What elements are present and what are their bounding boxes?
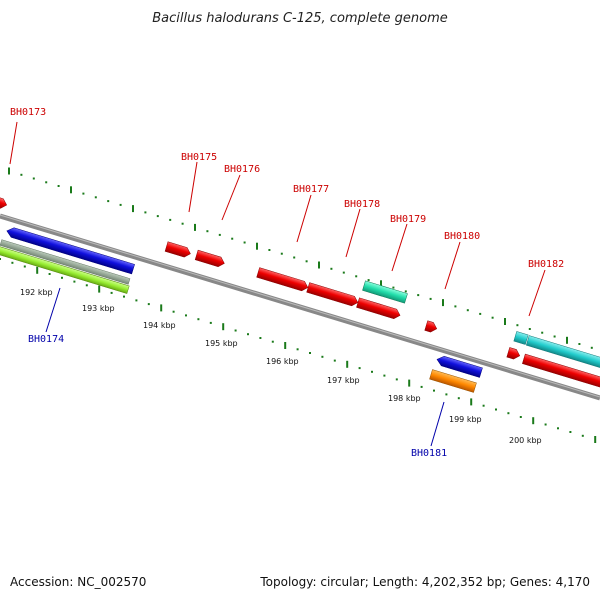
feature-BH0181[interactable]	[436, 355, 483, 378]
feature-BH0174[interactable]	[5, 226, 135, 275]
scale-label: 198 kbp	[388, 394, 421, 403]
lower-scale-track	[0, 258, 597, 443]
gene-label-BH0180[interactable]: BH0180	[444, 231, 480, 242]
scale-labels: 192 kbp 193 kbp 194 kbp 195 kbp 196 kbp …	[20, 288, 542, 445]
gene-label-BH0173[interactable]: BH0173	[10, 107, 46, 118]
scale-label: 200 kbp	[509, 436, 542, 445]
feature-BH0173[interactable]	[0, 195, 8, 210]
gene-label-BH0176[interactable]: BH0176	[224, 164, 260, 175]
scale-label: 197 kbp	[327, 376, 360, 385]
feature-BH0177[interactable]	[256, 267, 310, 293]
feature-BH0178-b[interactable]	[356, 297, 401, 320]
upper-scale-track	[8, 167, 593, 349]
gene-label-BH0179[interactable]: BH0179	[390, 214, 426, 225]
genome-backbone	[0, 213, 600, 401]
forward-strand-features	[0, 195, 600, 389]
feature-BH0182-red-a[interactable]	[506, 347, 521, 360]
scale-label: 195 kbp	[205, 339, 238, 348]
feature-BH0179[interactable]	[362, 280, 408, 304]
label-leaders	[9, 121, 546, 447]
accession-text: Accession: NC_002570	[10, 575, 146, 589]
feature-BH0174-green	[0, 246, 130, 294]
feature-BH0182-cyan-b[interactable]	[525, 335, 600, 369]
feature-BH0178[interactable]	[306, 282, 360, 308]
scale-label: 196 kbp	[266, 357, 299, 366]
reverse-strand-features	[0, 226, 483, 393]
scale-label: 193 kbp	[82, 304, 115, 313]
gene-label-BH0174[interactable]: BH0174	[28, 334, 64, 345]
gene-label-BH0181[interactable]: BH0181	[411, 448, 447, 459]
scale-label: 194 kbp	[143, 321, 176, 330]
gene-labels: BH0173 BH0174 BH0175 BH0176 BH0177 BH017…	[10, 107, 564, 459]
scale-label: 192 kbp	[20, 288, 53, 297]
feature-BH0181-orange	[429, 369, 477, 393]
map-title: Bacillus halodurans C-125, complete geno…	[152, 11, 448, 26]
gene-label-BH0177[interactable]: BH0177	[293, 184, 329, 195]
genome-summary-text: Topology: circular; Length: 4,202,352 bp…	[259, 575, 590, 589]
scale-label: 199 kbp	[449, 415, 482, 424]
feature-BH0175[interactable]	[164, 241, 192, 259]
gene-label-BH0178[interactable]: BH0178	[344, 199, 380, 210]
feature-BH0180[interactable]	[424, 320, 438, 334]
gene-label-BH0182[interactable]: BH0182	[528, 259, 564, 270]
feature-BH0182-cyan-a[interactable]	[513, 331, 529, 345]
genome-backbone-highlight	[0, 214, 600, 398]
gene-label-BH0175[interactable]: BH0175	[181, 152, 217, 163]
feature-BH0176[interactable]	[194, 249, 226, 268]
feature-BH0182[interactable]	[522, 353, 600, 389]
feature-BH0174-gray	[0, 239, 131, 285]
